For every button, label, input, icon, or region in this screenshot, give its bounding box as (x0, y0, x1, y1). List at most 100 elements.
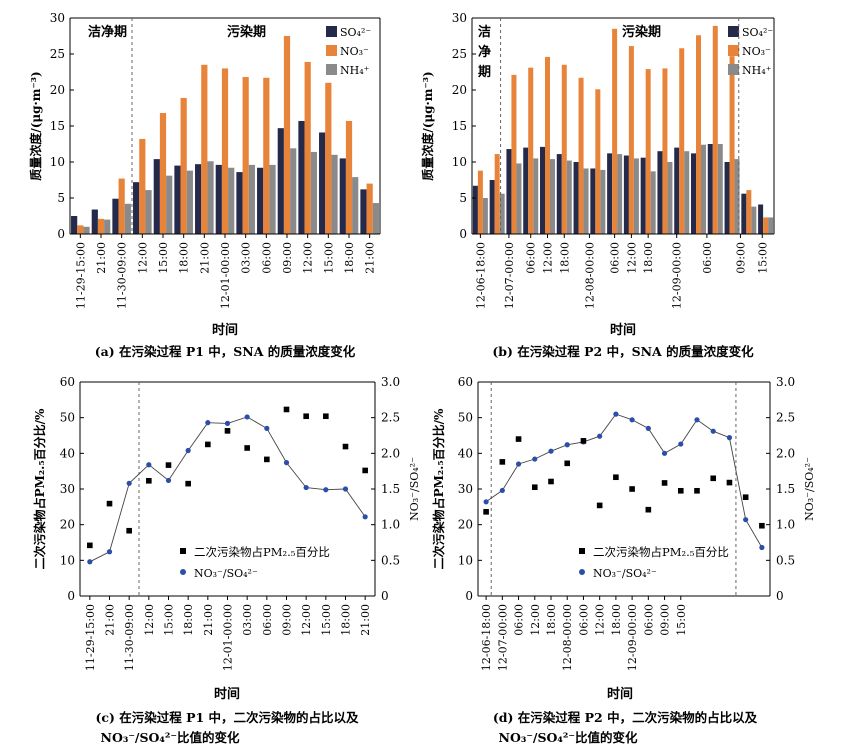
panel-b-bars (472, 25, 774, 235)
bar-nh4 (684, 151, 690, 234)
ratio-point (362, 514, 368, 520)
y-tick-label: 20 (458, 518, 473, 532)
bar-nh4 (166, 175, 173, 234)
secondary-share-point (580, 438, 587, 444)
panel-a-x-ticks: 11-29-15:00 21:00 11-30-09:00 12:00 15:00 18:… (74, 234, 377, 309)
secondary-share-point (548, 478, 554, 485)
legend-swatch-no3 (326, 45, 337, 56)
y-tick-label: 15 (50, 119, 65, 133)
y-tick-label: 3.0 (776, 375, 795, 389)
bar-nh4 (352, 177, 359, 234)
bar-nh4 (310, 151, 317, 234)
y-tick-label: 25 (50, 47, 65, 61)
ratio-point (244, 414, 250, 420)
panel-b-clean-period-label-2: 净 (478, 44, 491, 60)
y-tick-label: 5 (459, 191, 467, 205)
legend-swatch-so4 (326, 26, 337, 37)
bar-so4 (133, 182, 140, 234)
panel-d-caption-line-2: NO₃⁻/SO₄²⁻比值的变化 (499, 730, 638, 745)
panel-d-y2-axis-label: NO₃⁻/SO₄²⁻ (803, 457, 816, 521)
bar-no3 (679, 48, 685, 234)
y-tick-label: 60 (458, 375, 473, 389)
secondary-share-point (645, 506, 652, 513)
x-tick-label: 12:00 (300, 604, 313, 636)
panel-d-marks (483, 411, 765, 551)
bar-nh4 (248, 164, 255, 234)
bar-so4 (339, 158, 346, 234)
bar-no3 (345, 120, 353, 234)
secondary-share-point (205, 441, 211, 448)
legend-swatch-nh4 (728, 64, 739, 75)
y-tick-label: 60 (60, 375, 75, 389)
legend-swatch-nh4 (326, 64, 337, 75)
y-tick-label: 0 (57, 227, 65, 241)
secondary-share-point (185, 480, 191, 487)
panel-b-y-axis-label: 质量浓度/(μg·m⁻³) (420, 71, 435, 180)
bar-so4 (758, 204, 764, 234)
bar-nh4 (617, 154, 623, 234)
x-tick-label: 09:00 (281, 242, 294, 274)
y-tick-label: 50 (458, 411, 473, 425)
bar-no3 (477, 170, 483, 234)
x-tick-label: 15:00 (157, 242, 170, 274)
bar-no3 (77, 225, 84, 234)
legend-marker-secondary (579, 548, 585, 554)
panel-c-y-ticks: 0 10 20 30 40 50 60 (60, 375, 84, 603)
y-tick-label: 15 (452, 119, 467, 133)
bar-so4 (153, 159, 160, 234)
secondary-share-point (264, 456, 270, 463)
panel-a-sna-concentration-p1: 0 5 10 15 20 25 30 11-29-15:00 21:00 11-30-09:00… (28, 11, 381, 359)
x-tick-label: 09:00 (281, 604, 294, 636)
y-tick-label: 30 (60, 482, 75, 496)
legend-label-so4: SO₄²⁻ (340, 26, 371, 39)
bar-so4 (556, 154, 562, 234)
ratio-point (185, 447, 191, 454)
panel-c-caption-line-1: (c) 在污染过程 P1 中，二次污染物的占比以及 (95, 710, 359, 725)
bar-no3 (118, 178, 125, 234)
bar-nh4 (228, 167, 235, 234)
bar-no3 (283, 36, 291, 234)
x-tick-label: 18:00 (610, 604, 623, 636)
x-tick-label: 12-06-18:00 (480, 604, 493, 671)
panel-b-clean-period-label-1: 洁 (478, 24, 491, 40)
secondary-share-point (564, 460, 571, 467)
y-tick-label: 20 (60, 518, 75, 532)
legend-label-secondary: 二次污染物占PM₂.₅百分比 (593, 545, 729, 559)
bar-no3 (263, 77, 270, 234)
panel-a-clean-period-label: 洁净期 (88, 24, 127, 40)
x-tick-label: 18:00 (343, 242, 356, 274)
x-tick-label: 06:00 (701, 242, 714, 274)
x-tick-label: 11-29-15:00 (74, 242, 87, 309)
bar-so4 (91, 209, 98, 234)
ratio-point (483, 499, 489, 505)
bar-nh4 (701, 144, 706, 234)
y-tick-label: 30 (50, 11, 65, 25)
panel-d-x-ticks: 12-06-18:00 12-07-00:00 06:00 12:00 18:00 12-… (480, 596, 688, 671)
y-tick-label: 0 (465, 589, 473, 603)
x-tick-label: 15:00 (322, 242, 335, 274)
bar-no3 (763, 217, 769, 234)
legend-swatch-no3 (728, 45, 739, 56)
x-tick-label: 12-07-00:00 (496, 604, 509, 671)
y-tick-label: 50 (60, 411, 75, 425)
ratio-point (694, 417, 700, 423)
y-tick-label: 0.5 (776, 553, 795, 567)
x-tick-label: 15:00 (756, 242, 769, 274)
ratio-point (661, 450, 668, 456)
secondary-share-point (726, 479, 733, 486)
x-tick-label: 12-09-00:00 (626, 604, 639, 671)
panel-a-pollution-period-label: 污染期 (227, 24, 266, 40)
panel-c-legend: 二次污染物占PM₂.₅百分比 NO₃⁻/SO₄²⁻ (180, 545, 330, 580)
x-tick-label: 11-29-15:00 (84, 604, 97, 671)
y-tick-label: 20 (50, 83, 65, 97)
bar-so4 (707, 144, 713, 234)
secondary-share-point (710, 475, 717, 482)
x-tick-label: 21:00 (104, 604, 117, 636)
panel-c-y-axis-label: 二次污染物占PM₂.₅百分比/% (32, 408, 47, 569)
bar-so4 (472, 185, 478, 234)
bar-nh4 (667, 162, 673, 234)
bar-nh4 (566, 160, 572, 234)
ratio-point (205, 420, 211, 426)
panel-d-y-axis-label: 二次污染物占PM₂.₅百分比/% (431, 408, 446, 569)
bar-so4 (489, 180, 495, 234)
